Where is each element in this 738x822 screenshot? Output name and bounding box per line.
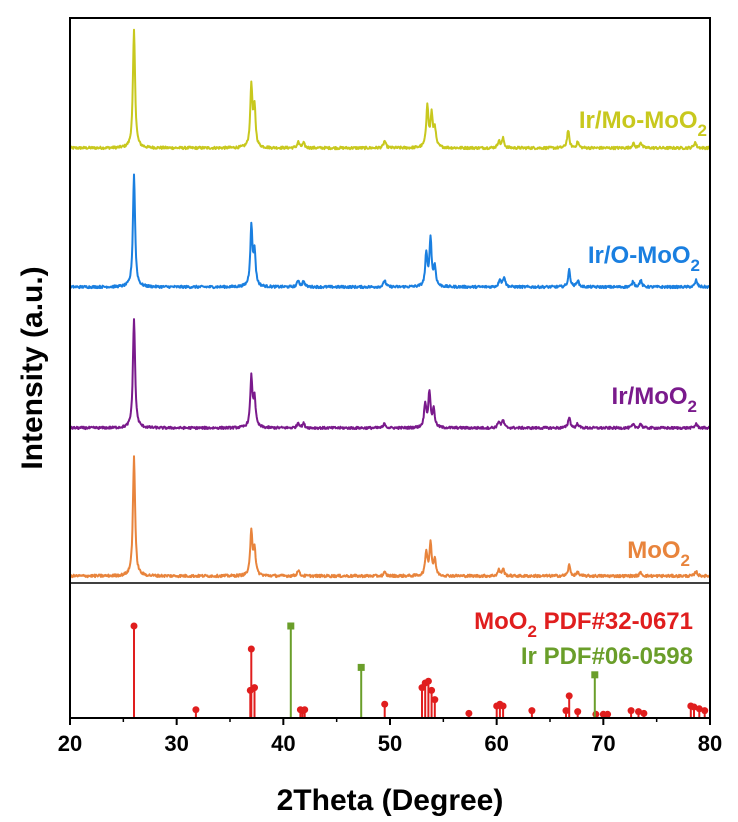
x-tick-label: 40 <box>271 731 295 756</box>
reference-marker <box>701 707 709 715</box>
x-tick-label: 30 <box>164 731 188 756</box>
reference-marker <box>247 645 255 653</box>
series-ir-moo2 <box>69 318 711 431</box>
reference-marker <box>627 707 635 715</box>
reference-marker <box>357 663 365 671</box>
series-ir-o-moo2 <box>69 173 711 290</box>
reference-marker <box>574 708 582 716</box>
series-label-moo2: MoO2 <box>627 537 690 570</box>
axis-layer: 20 30 40 50 60 70 80 <box>58 17 722 756</box>
pattern-line <box>69 455 711 579</box>
reference-marker <box>287 622 295 630</box>
reference-marker <box>499 702 507 710</box>
x-axis-title: 2Theta (Degree) <box>277 784 504 817</box>
series-ir-mo-moo2 <box>69 28 711 151</box>
reference-marker <box>301 706 309 714</box>
series-label-ir-o-moo2: Ir/O-MoO2 <box>588 242 700 275</box>
series-labels: Ir/Mo-MoO2 Ir/O-MoO2 Ir/MoO2 MoO2 <box>579 107 707 570</box>
reference-label-moo2: MoO2 PDF#32-0671 <box>474 608 693 641</box>
x-tick-label: 60 <box>484 731 508 756</box>
reference-marker <box>428 686 436 694</box>
reference-layer <box>130 622 709 718</box>
reference-marker <box>424 677 432 685</box>
reference-marker <box>604 710 612 718</box>
reference-marker <box>635 708 642 716</box>
reference-marker <box>192 706 200 714</box>
reference-marker <box>562 707 570 715</box>
reference-marker <box>251 684 258 692</box>
reference-marker <box>528 707 536 715</box>
reference-marker <box>465 709 473 717</box>
reference-marker <box>592 710 600 718</box>
series-label-ir-mo-moo2: Ir/Mo-MoO2 <box>579 107 707 140</box>
x-tick-label: 20 <box>58 731 82 756</box>
series-label-ir-moo2: Ir/MoO2 <box>612 383 697 416</box>
x-tick-label: 50 <box>378 731 402 756</box>
series-layer <box>69 28 711 579</box>
y-axis-title: Intensity (a.u.) <box>16 266 49 469</box>
x-tick-label: 70 <box>591 731 615 756</box>
reference-marker <box>565 692 573 700</box>
reference-moo2-pdf-32-0671 <box>130 622 709 718</box>
pattern-line <box>69 318 711 431</box>
pattern-line <box>69 28 711 151</box>
reference-marker <box>690 703 698 711</box>
reference-marker <box>695 705 703 713</box>
x-tick-label: 80 <box>698 731 722 756</box>
pattern-line <box>69 173 711 290</box>
series-moo2 <box>69 455 711 579</box>
reference-labels: MoO2 PDF#32-0671 Ir PDF#06-0598 <box>474 608 693 670</box>
reference-marker <box>591 671 599 679</box>
reference-marker <box>381 700 389 708</box>
reference-marker <box>640 709 648 717</box>
reference-label-ir: Ir PDF#06-0598 <box>521 643 693 670</box>
reference-ir-pdf-06-0598 <box>287 622 599 718</box>
reference-marker <box>130 622 138 630</box>
reference-marker <box>431 696 439 704</box>
